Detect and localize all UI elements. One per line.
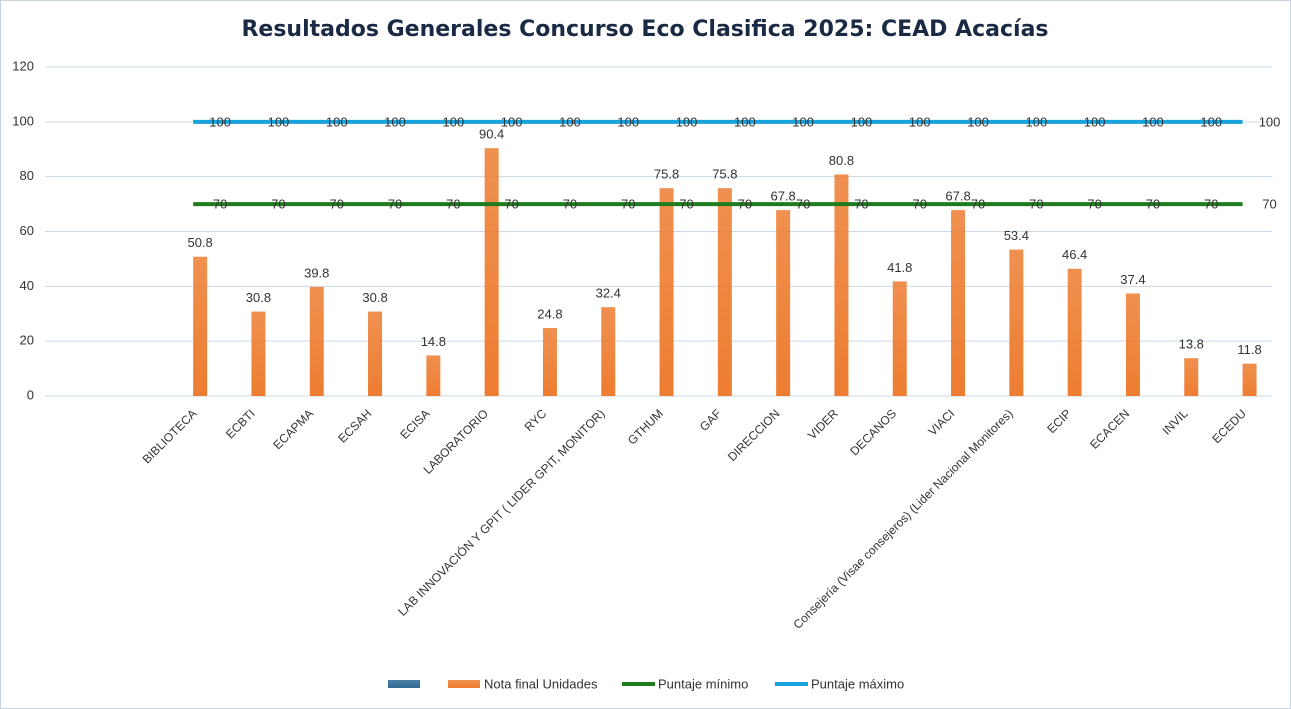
line-value-label: 100 (617, 114, 639, 129)
bar-value-label: 50.8 (187, 235, 212, 250)
bar (1184, 358, 1199, 396)
line-value-label: 100 (792, 114, 814, 129)
line-value-label: 70 (913, 197, 927, 212)
bar-value-label: 90.4 (479, 127, 504, 142)
bar (426, 355, 441, 396)
y-tick-label: 0 (27, 387, 34, 402)
bar (193, 256, 208, 396)
bar (542, 328, 557, 396)
bar (1125, 293, 1140, 396)
line-value-label: 100 (1025, 114, 1047, 129)
bar-value-label: 67.8 (770, 189, 795, 204)
line-value-label: 70 (738, 197, 752, 212)
line-value-label: 100 (209, 114, 231, 129)
bar (309, 286, 324, 396)
y-tick-label: 120 (12, 58, 34, 73)
line-value-label: 70 (563, 197, 577, 212)
bar-value-label: 53.4 (1004, 228, 1029, 243)
line-value-label: 100 (559, 114, 581, 129)
bar (776, 210, 791, 396)
line-value-label: 100 (967, 114, 989, 129)
line-value-label: 100 (268, 114, 290, 129)
legend-swatch (448, 680, 480, 688)
line-value-label: 70 (1087, 197, 1101, 212)
bar-value-label: 46.4 (1062, 247, 1087, 262)
bar-value-label: 11.8 (1237, 342, 1261, 357)
bar (717, 188, 732, 396)
line-value-label: 70 (621, 197, 635, 212)
bar-value-label: 41.8 (887, 260, 912, 275)
bar-value-label: 32.4 (596, 286, 621, 301)
y-tick-label: 100 (12, 113, 34, 128)
line-value-label: 70 (971, 197, 985, 212)
bar-value-label: 30.8 (246, 290, 271, 305)
legend-label: Puntaje máximo (811, 676, 904, 691)
line-value-label: 100 (501, 114, 523, 129)
bar (892, 281, 907, 396)
line-value-label: 70 (330, 197, 344, 212)
line-value-label: 100 (326, 114, 348, 129)
legend-swatch (388, 680, 420, 688)
bar-value-label: 80.8 (829, 153, 854, 168)
y-tick-label: 80 (20, 168, 34, 183)
line-value-label: 70 (1204, 197, 1218, 212)
legend-label: Nota final Unidades (484, 676, 598, 691)
line-value-label: 70 (446, 197, 460, 212)
line-value-label: 70 (504, 197, 518, 212)
line-value-label: 100 (909, 114, 931, 129)
bar (484, 148, 499, 396)
legend-label: Puntaje mínimo (658, 676, 748, 691)
line-value-label: 100 (442, 114, 464, 129)
line-value-label: 70 (1029, 197, 1043, 212)
line-value-label: 100 (1200, 114, 1222, 129)
bar-value-label: 30.8 (362, 290, 387, 305)
line-value-label: 70 (1146, 197, 1160, 212)
bar (368, 311, 383, 396)
bar-value-label: 14.8 (421, 334, 446, 349)
bar (834, 174, 849, 396)
y-tick-label: 20 (20, 333, 34, 348)
line-value-label: 100 (384, 114, 406, 129)
line-value-label: 70 (796, 197, 810, 212)
bar (601, 307, 616, 396)
bar-value-label: 75.8 (712, 167, 737, 182)
y-tick-label: 40 (20, 278, 34, 293)
bar (1067, 268, 1082, 396)
bar (1242, 363, 1257, 396)
line-value-label: 70 (1262, 197, 1276, 212)
line-value-label: 100 (851, 114, 873, 129)
line-value-label: 70 (271, 197, 285, 212)
line-value-label: 100 (1259, 114, 1281, 129)
line-value-label: 100 (676, 114, 698, 129)
bar-value-label: 13.8 (1179, 337, 1204, 352)
bar (659, 188, 674, 396)
line-value-label: 70 (854, 197, 868, 212)
chart-title: Resultados Generales Concurso Eco Clasif… (241, 17, 1048, 42)
bar (951, 210, 966, 396)
line-value-label: 100 (1084, 114, 1106, 129)
bar-value-label: 24.8 (537, 306, 562, 321)
bar-value-label: 75.8 (654, 167, 679, 182)
line-value-label: 70 (388, 197, 402, 212)
line-value-label: 70 (679, 197, 693, 212)
line-value-label: 100 (734, 114, 756, 129)
bar-value-label: 37.4 (1120, 272, 1145, 287)
bar-value-label: 67.8 (945, 189, 970, 204)
bar (251, 311, 266, 396)
bar (1009, 249, 1024, 396)
bar-value-label: 39.8 (304, 265, 329, 280)
line-value-label: 70 (213, 197, 227, 212)
line-value-label: 100 (1142, 114, 1164, 129)
y-tick-label: 60 (20, 223, 34, 238)
